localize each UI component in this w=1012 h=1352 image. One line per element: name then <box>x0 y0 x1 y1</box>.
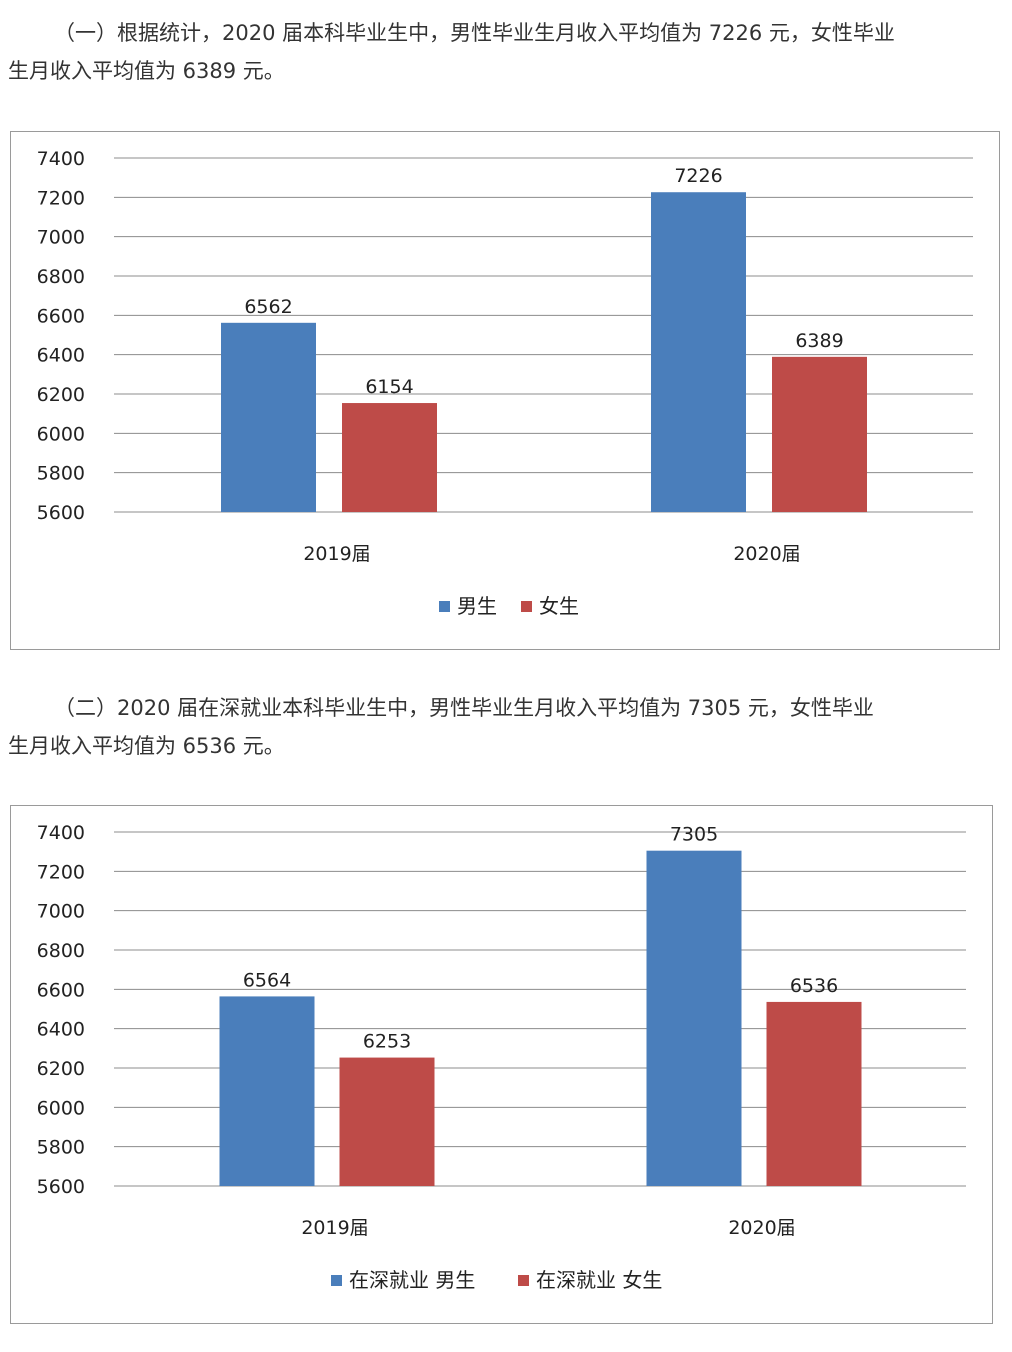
chart-2-bar-female-1 <box>339 1057 435 1186</box>
chart-1-y-tick-label: 7000 <box>37 227 85 249</box>
chart-1-y-tick-label: 6200 <box>37 384 85 406</box>
chart-1-legend-swatch <box>439 601 450 612</box>
chart-2-y-tick-label: 5600 <box>37 1176 85 1198</box>
chart-2-y-tick-label: 6600 <box>37 979 85 1001</box>
chart-1-category-label: 2019届 <box>303 543 370 565</box>
paragraph-2: （二）2020 届在深就业本科毕业生中，男性毕业生月收入平均值为 7305 元，… <box>8 689 1008 765</box>
chart-1-data-label: 7226 <box>674 165 722 187</box>
chart-1-data-label: 6562 <box>244 296 292 318</box>
chart-1-data-label: 6389 <box>795 330 843 352</box>
chart-1-y-tick-label: 7400 <box>37 148 85 170</box>
chart-2-y-tick-label: 6800 <box>37 940 85 962</box>
chart-2-legend-label: 在深就业 女生 <box>536 1268 662 1292</box>
chart-1-y-tick-label: 6600 <box>37 305 85 327</box>
chart-2-category-label: 2019届 <box>301 1217 368 1239</box>
chart-2-data-label: 6564 <box>243 969 291 991</box>
chart-2-data-label: 7305 <box>670 824 718 846</box>
chart-2-y-tick-label: 6400 <box>37 1019 85 1041</box>
chart-1-y-tick-label: 6400 <box>37 345 85 367</box>
chart-2-data-label: 6253 <box>363 1031 411 1053</box>
chart-2-legend: 在深就业 男生 在深就业 女生 <box>331 1268 662 1292</box>
chart-2-y-tick-label: 6000 <box>37 1097 85 1119</box>
chart-2-bar-female-2 <box>766 1001 862 1186</box>
paragraph-1: （一）根据统计，2020 届本科毕业生中，男性毕业生月收入平均值为 7226 元… <box>8 14 1008 90</box>
chart-1-legend-label: 女生 <box>539 594 579 618</box>
chart-2-svg: 5600 5800 6000 6200 6400 6600 6800 7000 7200 7400… <box>37 822 966 1292</box>
paragraph-1-line-1: （一）根据统计，2020 届本科毕业生中，男性毕业生月收入平均值为 7226 元… <box>54 21 895 45</box>
chart-1-legend-label: 男生 <box>457 594 497 618</box>
chart-2-data-label: 6536 <box>790 975 838 997</box>
chart-1-y-tick-label: 6800 <box>37 266 85 288</box>
chart-1: 5600 5800 6000 6200 6400 6600 6800 7000 7200 7400… <box>10 131 1000 650</box>
chart-1-y-tick-label: 6000 <box>37 423 85 445</box>
chart-1-bar-female-2 <box>772 356 867 512</box>
chart-1-y-tick-label: 5800 <box>37 463 85 485</box>
chart-1-category-label: 2020届 <box>733 543 800 565</box>
chart-2-bar-male-2 <box>646 850 742 1186</box>
chart-2-category-label: 2020届 <box>728 1217 795 1239</box>
chart-2-bar-male-1 <box>219 996 315 1186</box>
chart-2-y-tick-label: 5800 <box>37 1137 85 1159</box>
chart-1-bar-female-1 <box>342 403 437 512</box>
chart-2-y-tick-label: 7000 <box>37 901 85 923</box>
chart-2-legend-label: 在深就业 男生 <box>349 1268 475 1292</box>
chart-2-legend-swatch <box>518 1275 529 1286</box>
chart-1-y-tick-label: 7200 <box>37 187 85 209</box>
chart-1-bar-male-1 <box>221 322 316 512</box>
chart-1-data-label: 6154 <box>365 376 413 398</box>
chart-2-y-tick-label: 7400 <box>37 822 85 844</box>
paragraph-2-line-1: （二）2020 届在深就业本科毕业生中，男性毕业生月收入平均值为 7305 元，… <box>54 696 874 720</box>
chart-1-bar-male-2 <box>651 192 746 512</box>
chart-2: 5600 5800 6000 6200 6400 6600 6800 7000 7200 7400… <box>10 805 993 1324</box>
chart-1-svg: 5600 5800 6000 6200 6400 6600 6800 7000 7200 7400… <box>37 148 973 618</box>
paragraph-1-line-2: 生月收入平均值为 6389 元。 <box>8 59 285 83</box>
chart-2-y-tick-label: 7200 <box>37 861 85 883</box>
chart-1-legend-swatch <box>521 601 532 612</box>
chart-2-y-tick-label: 6200 <box>37 1058 85 1080</box>
chart-1-y-tick-label: 5600 <box>37 502 85 524</box>
paragraph-2-line-2: 生月收入平均值为 6536 元。 <box>8 734 285 758</box>
chart-2-legend-swatch <box>331 1275 342 1286</box>
chart-1-legend: 男生 女生 <box>439 594 579 618</box>
